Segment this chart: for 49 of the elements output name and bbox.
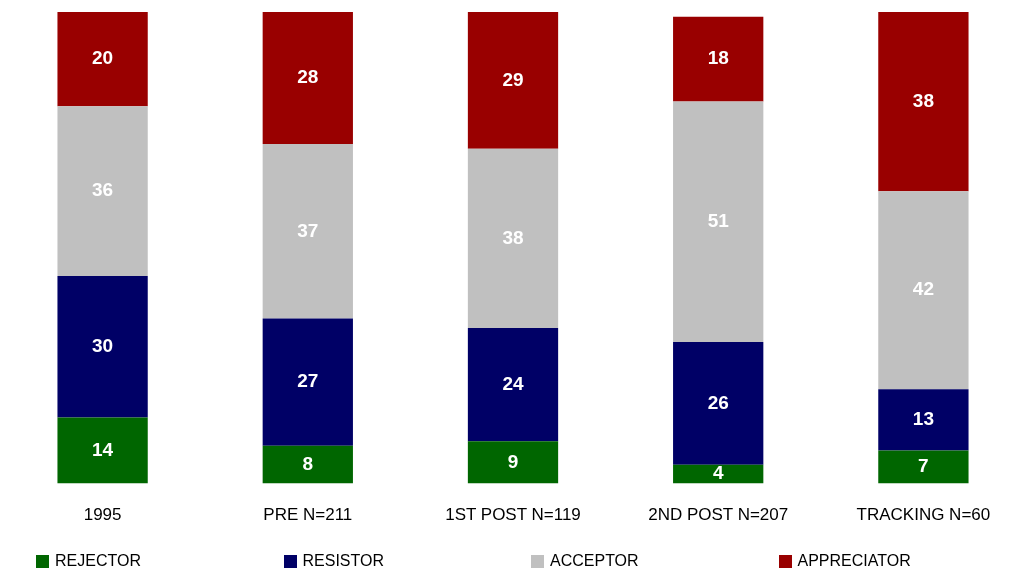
x-tick-label: 1ST POST N=119 [445,505,581,525]
bar [262,445,353,484]
data-label: 28 [297,66,319,88]
data-label: 38 [502,226,524,248]
bar [57,106,148,277]
legend-label: RESISTOR [302,552,384,570]
bar [878,12,969,192]
bar [262,12,353,145]
data-label: 51 [707,210,730,232]
bar [878,389,969,451]
legend-label: APPRECIATOR [797,552,911,570]
data-label: 7 [918,455,929,477]
bar [467,12,559,149]
data-label: 27 [297,370,319,392]
data-label: 14 [92,438,114,460]
bar [57,417,148,484]
legend-label: ACCEPTOR [550,552,639,570]
data-label: 4 [712,462,724,484]
legend-label: REJECTOR [55,552,141,570]
data-label: 42 [912,278,934,300]
x-tick-label: 1995 [83,505,122,525]
bar [467,148,559,328]
data-label: 24 [502,372,524,394]
data-label: 18 [707,47,729,69]
data-label: 26 [707,391,729,413]
data-label: 29 [502,68,524,90]
bar [467,441,559,484]
bar [878,450,969,484]
bar [673,101,764,343]
data-label: 30 [92,335,114,357]
data-label: 13 [912,408,934,430]
bar [467,327,559,442]
data-label: 9 [507,450,519,472]
data-label: 38 [912,89,934,111]
data-label: 37 [297,219,319,241]
bar [673,464,764,484]
bar [57,276,148,418]
bar [262,318,353,446]
data-label: 36 [92,179,114,201]
bar [878,191,969,390]
x-tick-label: TRACKING N=60 [856,505,991,525]
bar [262,144,353,319]
x-tick-label: PRE N=211 [263,505,353,525]
x-tick-label: 2ND POST N=207 [648,505,789,525]
bar [673,16,764,102]
bar [673,342,764,465]
bar [57,12,148,107]
data-label: 8 [302,452,314,474]
data-label: 20 [92,47,114,69]
